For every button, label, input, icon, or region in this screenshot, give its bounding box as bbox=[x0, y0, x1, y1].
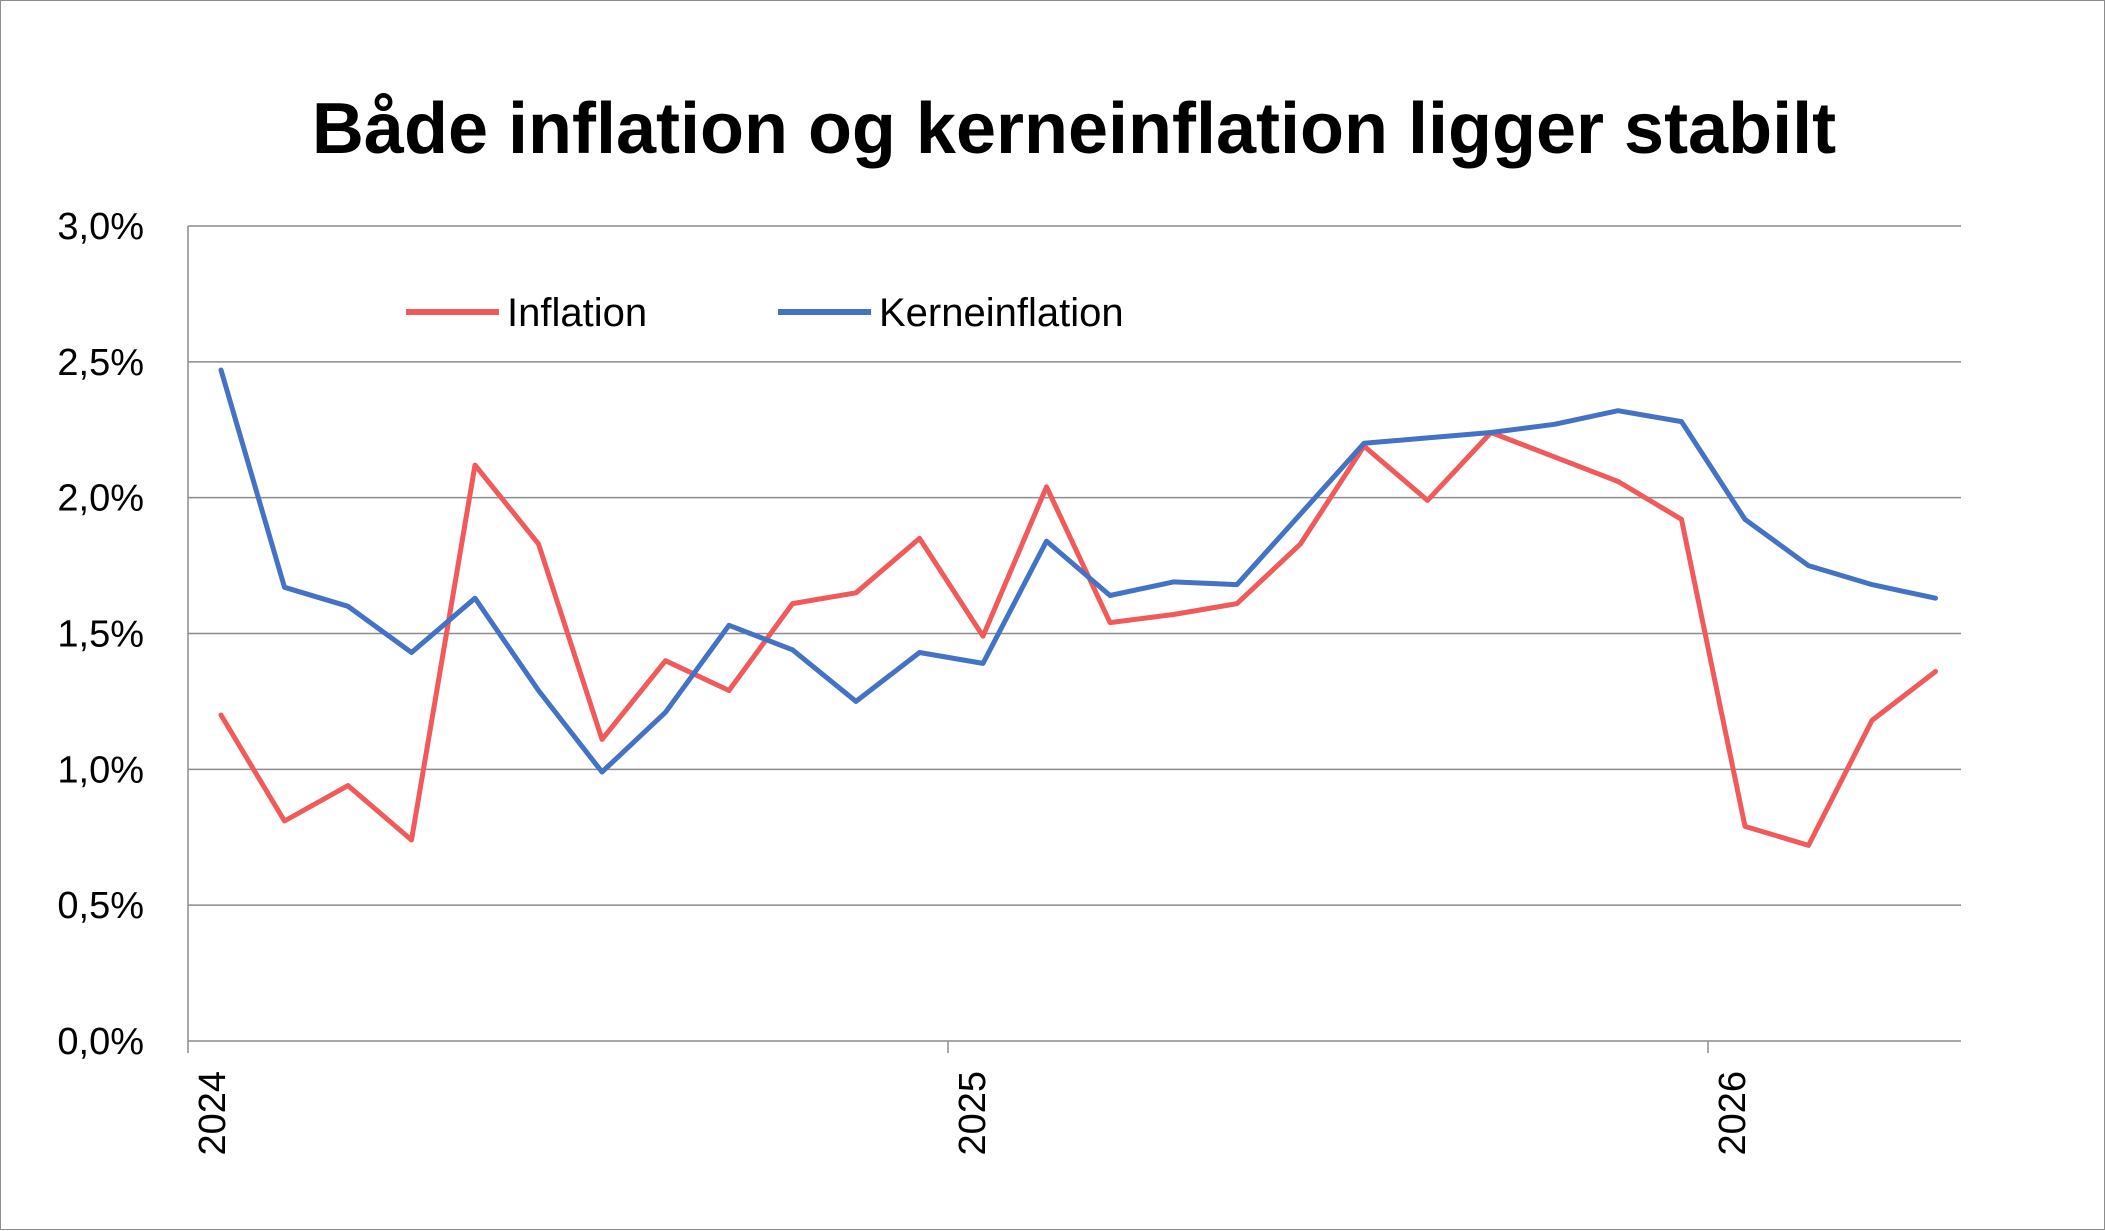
y-tick-label-2: 1,0% bbox=[57, 749, 144, 791]
y-tick-label-1: 0,5% bbox=[57, 885, 144, 927]
y-axis-tick-labels: 0,0% 0,5% 1,0% 1,5% 2,0% 2,5% 3,0% bbox=[57, 206, 144, 1063]
y-tick-label-5: 2,5% bbox=[57, 342, 144, 384]
x-axis-tick-labels: 2024 2025 2026 bbox=[192, 1071, 1754, 1156]
legend-label-kerneinflation: Kerneinflation bbox=[879, 291, 1124, 335]
series-line-kerneinflation bbox=[218, 367, 1938, 775]
chart-title: Både inflation og kerneinflation ligger … bbox=[312, 89, 1836, 169]
x-tick-label-2026: 2026 bbox=[1712, 1071, 1754, 1156]
y-tick-label-0: 0,0% bbox=[57, 1021, 144, 1063]
legend-label-inflation: Inflation bbox=[507, 291, 647, 335]
x-tick-label-2025: 2025 bbox=[952, 1071, 994, 1156]
y-tick-label-3: 1,5% bbox=[57, 614, 144, 656]
series-line-inflation bbox=[218, 430, 1938, 848]
y-tick-label-6: 3,0% bbox=[57, 206, 144, 248]
axes bbox=[187, 226, 1961, 1053]
x-tick-label-2024: 2024 bbox=[192, 1071, 234, 1156]
gridlines bbox=[188, 225, 1961, 906]
y-tick-label-4: 2,0% bbox=[57, 478, 144, 520]
series-lines bbox=[218, 367, 1938, 848]
legend: Inflation Kerneinflation bbox=[406, 291, 1124, 335]
